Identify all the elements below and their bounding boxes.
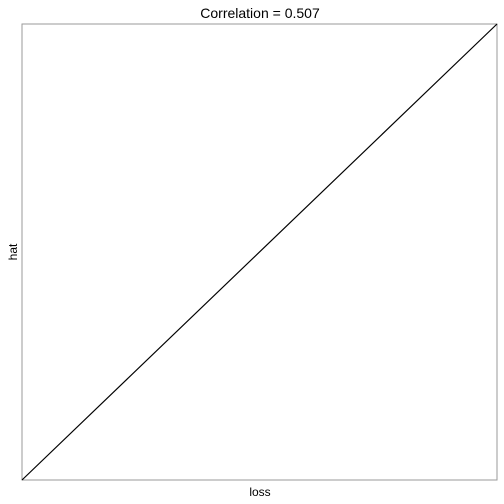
plot-frame bbox=[21, 23, 498, 481]
series-line-0 bbox=[21, 23, 498, 481]
chart-title: Correlation = 0.507 bbox=[200, 5, 320, 21]
series-layer bbox=[21, 23, 498, 481]
x-axis-label: loss bbox=[249, 485, 270, 499]
y-axis-label: hat bbox=[6, 243, 20, 260]
